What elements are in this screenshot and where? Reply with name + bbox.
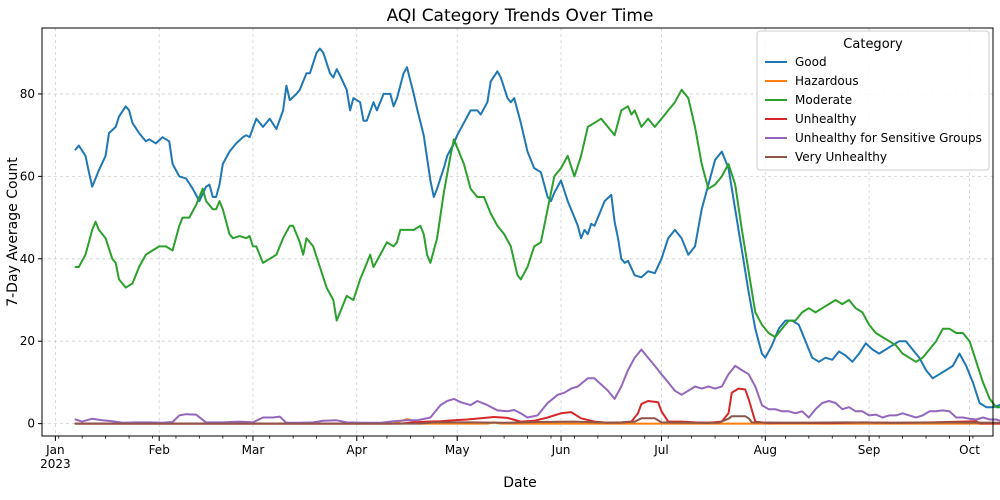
x-tick-label: Jun <box>551 443 571 457</box>
legend-label-unhealthy-for-sensitive-groups: Unhealthy for Sensitive Groups <box>795 131 982 145</box>
x-axis-label: Date <box>503 475 536 491</box>
x-tick-label: May <box>445 443 470 457</box>
x-tick-label: Sep <box>858 443 881 457</box>
legend-label-hazardous: Hazardous <box>795 74 859 88</box>
y-axis-label: 7-Day Average Count <box>5 157 21 307</box>
chart-title: AQI Category Trends Over Time <box>387 6 654 26</box>
x-tick-label: Apr <box>346 443 367 457</box>
legend-title: Category <box>843 37 903 52</box>
y-tick-label: 20 <box>20 334 35 348</box>
legend-label-good: Good <box>795 55 827 69</box>
x-tick-label: Jan <box>45 443 65 457</box>
y-tick-label: 60 <box>20 169 35 183</box>
y-tick-label: 0 <box>27 417 35 431</box>
x-tick-sublabel: 2023 <box>40 457 71 471</box>
legend: Category Good Hazardous Moderate Unhealthy U… <box>757 31 989 170</box>
y-tick-label: 80 <box>20 87 35 101</box>
x-tick-label: Feb <box>149 443 170 457</box>
y-tick-label: 40 <box>20 252 35 266</box>
legend-label-very-unhealthy: Very Unhealthy <box>795 150 887 164</box>
legend-label-moderate: Moderate <box>795 93 852 107</box>
x-tick-label: Jul <box>653 443 668 457</box>
x-tick-label: Aug <box>754 443 777 457</box>
legend-label-unhealthy: Unhealthy <box>795 112 856 126</box>
x-tick-label: Oct <box>959 443 980 457</box>
x-tick-label: Mar <box>242 443 265 457</box>
